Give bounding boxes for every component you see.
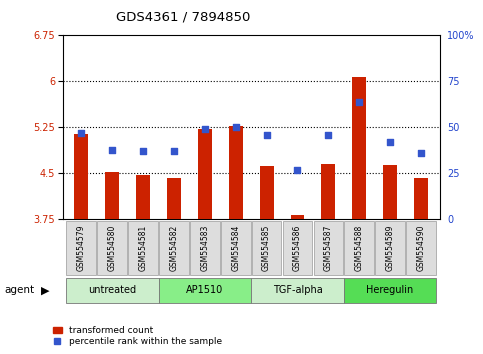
Bar [105, 172, 119, 219]
Point [355, 99, 363, 104]
Bar [260, 166, 273, 219]
Point [263, 132, 270, 138]
FancyBboxPatch shape [251, 278, 344, 303]
FancyBboxPatch shape [344, 278, 437, 303]
Point [386, 139, 394, 145]
FancyBboxPatch shape [159, 221, 189, 275]
Text: agent: agent [5, 285, 35, 295]
Point [294, 167, 301, 173]
Text: AP1510: AP1510 [186, 285, 224, 295]
FancyBboxPatch shape [406, 221, 436, 275]
Point [77, 130, 85, 136]
Point [417, 150, 425, 156]
Point [108, 147, 116, 152]
Bar [383, 165, 397, 219]
Text: GSM554582: GSM554582 [170, 225, 178, 271]
Point [139, 149, 147, 154]
Point [170, 149, 178, 154]
FancyBboxPatch shape [375, 221, 405, 275]
Text: GSM554586: GSM554586 [293, 224, 302, 271]
Text: untreated: untreated [88, 285, 136, 295]
Text: ▶: ▶ [41, 285, 50, 295]
Bar [229, 126, 242, 219]
Text: GSM554585: GSM554585 [262, 224, 271, 271]
Text: GDS4361 / 7894850: GDS4361 / 7894850 [116, 11, 251, 24]
Legend: transformed count, percentile rank within the sample: transformed count, percentile rank withi… [53, 326, 222, 346]
Text: Heregulin: Heregulin [367, 285, 414, 295]
Point [325, 132, 332, 138]
Bar [291, 215, 304, 219]
FancyBboxPatch shape [128, 221, 158, 275]
Text: GSM554580: GSM554580 [108, 224, 117, 271]
Text: GSM554581: GSM554581 [139, 225, 148, 271]
Text: GSM554588: GSM554588 [355, 225, 364, 271]
Bar [352, 77, 366, 219]
FancyBboxPatch shape [344, 221, 374, 275]
Point [201, 126, 209, 132]
Text: GSM554583: GSM554583 [200, 224, 209, 271]
FancyBboxPatch shape [66, 278, 158, 303]
Text: GSM554579: GSM554579 [77, 224, 86, 271]
Bar [167, 178, 181, 219]
Text: TGF-alpha: TGF-alpha [272, 285, 322, 295]
Bar [321, 164, 335, 219]
Text: GSM554587: GSM554587 [324, 224, 333, 271]
Bar [414, 178, 428, 219]
Text: GSM554590: GSM554590 [416, 224, 426, 271]
Text: GSM554584: GSM554584 [231, 224, 240, 271]
FancyBboxPatch shape [221, 221, 251, 275]
Text: GSM554589: GSM554589 [385, 224, 395, 271]
FancyBboxPatch shape [98, 221, 127, 275]
FancyBboxPatch shape [313, 221, 343, 275]
Bar [136, 175, 150, 219]
FancyBboxPatch shape [158, 278, 251, 303]
FancyBboxPatch shape [190, 221, 220, 275]
Bar [74, 133, 88, 219]
FancyBboxPatch shape [252, 221, 282, 275]
FancyBboxPatch shape [67, 221, 96, 275]
Bar [198, 129, 212, 219]
FancyBboxPatch shape [283, 221, 313, 275]
Point [232, 125, 240, 130]
